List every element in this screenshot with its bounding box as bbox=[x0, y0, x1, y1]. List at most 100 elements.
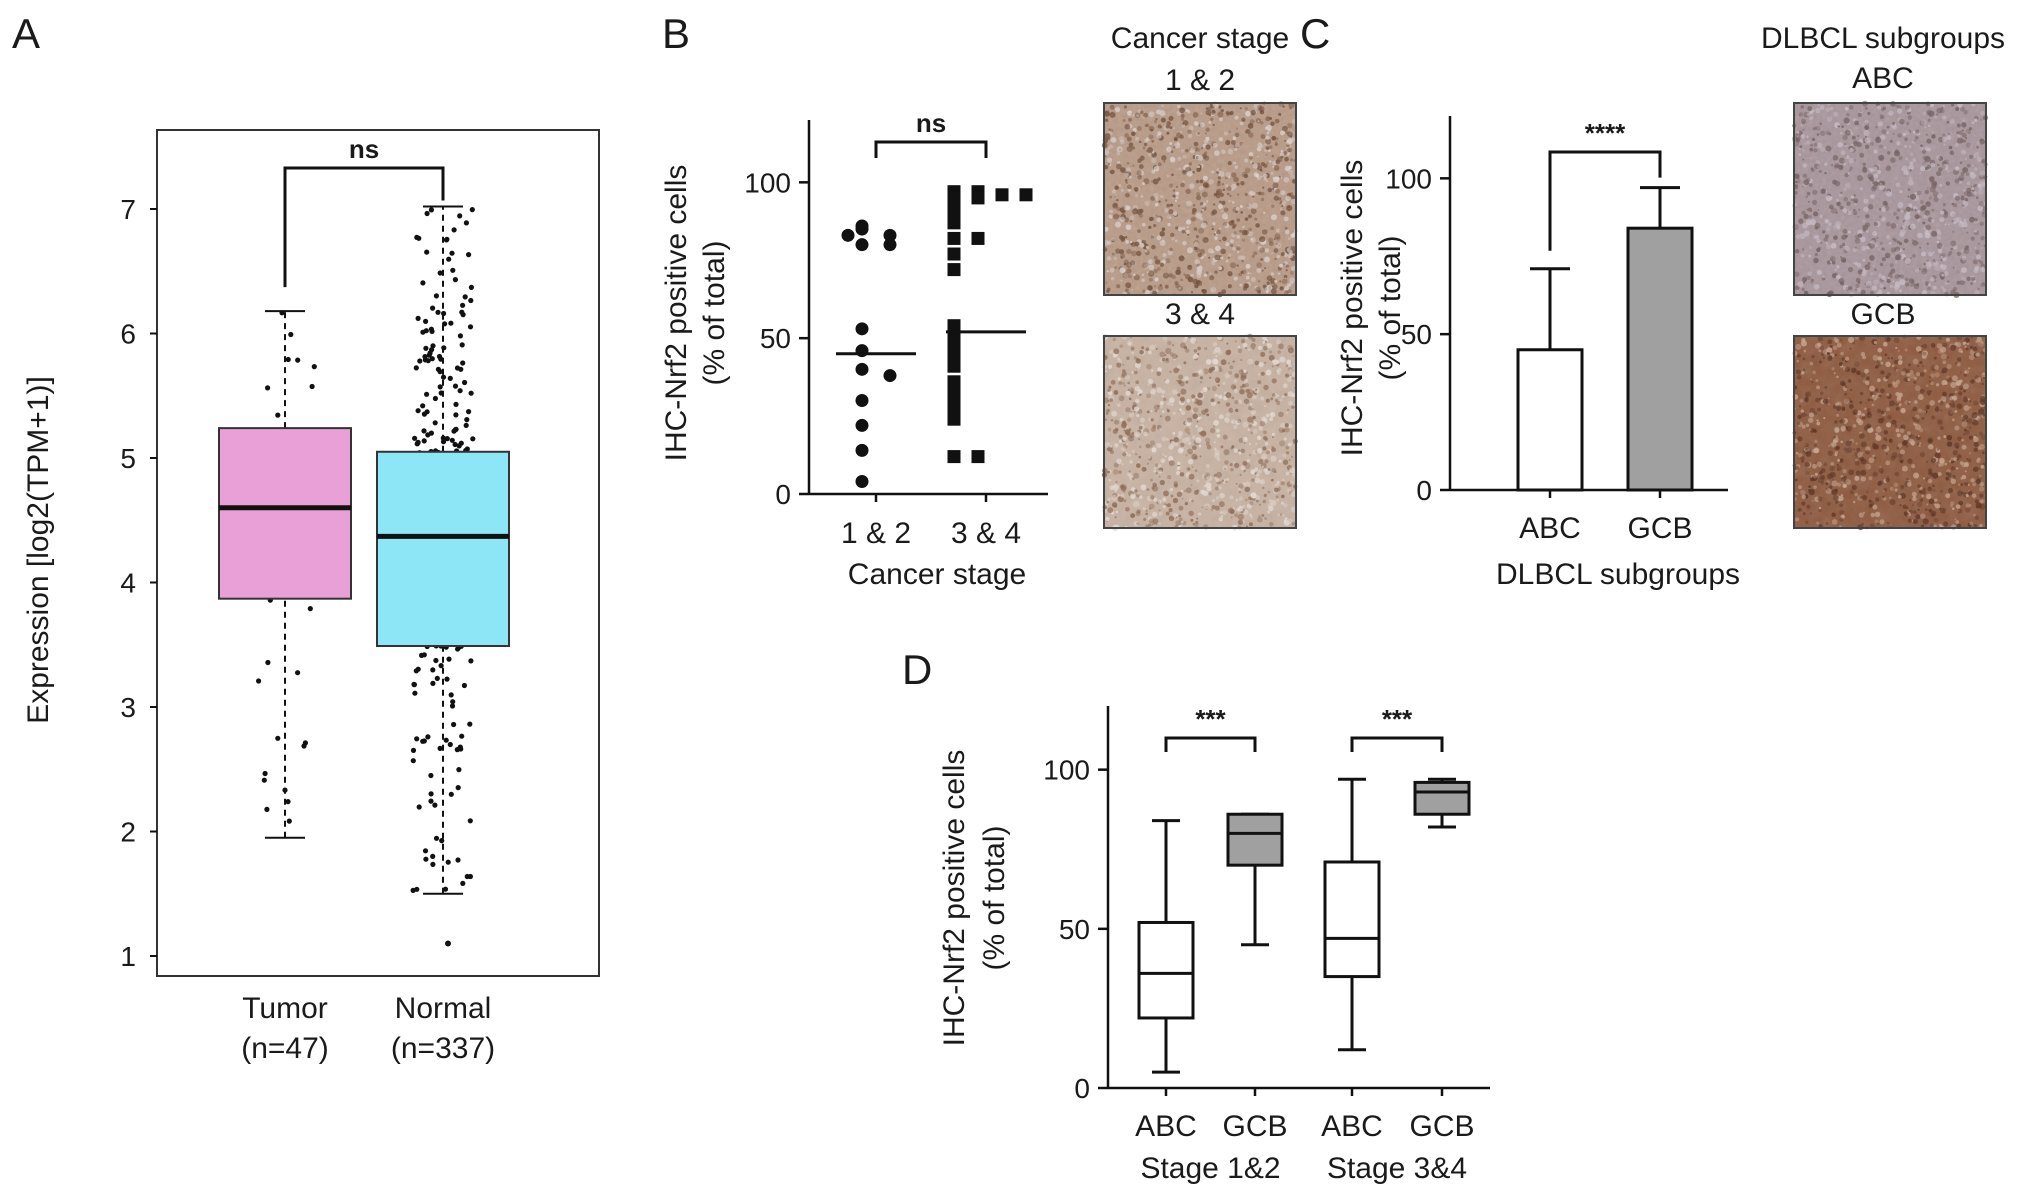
b-sig-label: ns bbox=[916, 108, 946, 138]
a-point bbox=[463, 220, 469, 226]
c-ytick-label-1: 50 bbox=[1401, 319, 1432, 350]
a-point bbox=[416, 804, 422, 810]
d-box-1-0 bbox=[1323, 860, 1381, 979]
a-point bbox=[452, 441, 458, 448]
b-point bbox=[971, 450, 985, 464]
a-point bbox=[410, 887, 416, 894]
a-point bbox=[467, 818, 473, 824]
a-point bbox=[428, 430, 434, 436]
a-point bbox=[295, 670, 301, 676]
panel-b-y-axis-label-line2: (% of total) bbox=[698, 240, 731, 385]
micrograph-texture bbox=[1794, 336, 1986, 528]
panel-d-y-axis-label-line2: (% of total) bbox=[978, 825, 1011, 970]
a-point bbox=[430, 861, 436, 868]
a-point bbox=[449, 437, 455, 443]
a-point bbox=[468, 658, 474, 664]
d-xtick-label-1-1: GCB bbox=[1409, 1110, 1474, 1143]
a-point bbox=[422, 848, 429, 854]
panel-a-y-axis-label: Expression [log2(TPM+1)] bbox=[22, 376, 55, 724]
a-point bbox=[447, 741, 453, 748]
a-point bbox=[421, 738, 427, 744]
a-point bbox=[428, 772, 434, 779]
panel-a-y-axis: 1 2 3 4 5 6 7 bbox=[120, 194, 157, 972]
panel-c-x-axis-label: DLBCL subgroups bbox=[1496, 558, 1740, 591]
a-point bbox=[451, 721, 457, 728]
a-ytick-label-0: 1 bbox=[120, 941, 136, 972]
a-point bbox=[301, 743, 307, 749]
b-point bbox=[841, 228, 855, 242]
d-stage-label-1: Stage 3&4 bbox=[1327, 1152, 1467, 1185]
c-sig-label: **** bbox=[1585, 118, 1626, 148]
panel-a-x-labels: Tumor (n=47) Normal (n=337) bbox=[241, 992, 495, 1065]
a-point bbox=[424, 391, 430, 397]
b-point bbox=[947, 347, 961, 361]
a-point bbox=[452, 383, 459, 389]
a-point bbox=[448, 692, 454, 698]
a-point bbox=[430, 680, 436, 687]
a-point bbox=[467, 324, 474, 330]
b-point bbox=[947, 216, 961, 230]
b-point bbox=[855, 238, 869, 252]
micrograph-b-1 bbox=[1101, 100, 1298, 298]
panel-b-significance: ns bbox=[874, 108, 988, 158]
a-point bbox=[460, 302, 466, 308]
b-point bbox=[971, 231, 985, 245]
a-point bbox=[450, 699, 456, 705]
a-point bbox=[469, 207, 475, 213]
panel-b-axes: 0 50 100 1 & 2 3 & 4 bbox=[744, 120, 1048, 550]
a-point bbox=[430, 667, 436, 673]
a-point bbox=[285, 799, 291, 805]
a-point bbox=[437, 270, 443, 276]
a-point bbox=[433, 657, 439, 664]
a-point bbox=[449, 703, 456, 709]
micrograph-texture bbox=[1794, 103, 1986, 295]
a-point bbox=[437, 745, 443, 752]
a-point bbox=[468, 297, 474, 304]
a-point bbox=[450, 267, 456, 273]
panel-letter-b: B bbox=[662, 10, 690, 57]
a-ytick-label-5: 6 bbox=[120, 319, 136, 350]
a-point bbox=[265, 385, 271, 391]
a-point bbox=[458, 746, 464, 752]
panel-d-boxes bbox=[1137, 777, 1471, 1074]
panel-d-axes: 0 50 100 bbox=[1043, 706, 1490, 1104]
a-point bbox=[415, 440, 421, 446]
a-point bbox=[286, 818, 292, 824]
b-point bbox=[947, 334, 961, 348]
panel-a: 1 2 3 4 5 6 7 Expression [log2(TPM+1)] Tumor (n… bbox=[22, 129, 600, 1065]
micrograph-frame bbox=[1103, 102, 1297, 296]
b-xtick-label-1: 3 & 4 bbox=[951, 517, 1021, 550]
micrographs: Cancer stage 1 & 2 3 & 4 DLBCL subgroups… bbox=[1101, 22, 2005, 532]
a-point bbox=[411, 681, 417, 688]
b-point bbox=[947, 359, 961, 373]
panel-b-x-axis-label: Cancer stage bbox=[848, 558, 1026, 591]
a-point bbox=[460, 880, 466, 887]
a-point bbox=[275, 412, 281, 418]
a-point bbox=[256, 678, 262, 684]
b-point bbox=[883, 228, 897, 242]
panel-c-significance: **** bbox=[1548, 118, 1662, 251]
a-point bbox=[264, 806, 270, 813]
a-point bbox=[410, 747, 417, 754]
a-point bbox=[448, 791, 454, 797]
a-point bbox=[422, 354, 428, 360]
a-point bbox=[415, 315, 421, 321]
a-point bbox=[457, 333, 463, 339]
panel-a-significance: ns bbox=[283, 134, 445, 288]
micrograph-texture bbox=[1104, 103, 1296, 295]
micrograph-b-label-1: 1 & 2 bbox=[1165, 64, 1235, 97]
panel-d: 0 50 100 IHC-Nrf2 positive cells (% of tot… bbox=[938, 704, 1490, 1185]
micrograph-c-label-2: GCB bbox=[1850, 298, 1915, 331]
a-point bbox=[470, 436, 476, 442]
b-point bbox=[971, 191, 985, 205]
b-point bbox=[1019, 188, 1033, 202]
a-point bbox=[429, 356, 435, 362]
b-ytick-label-0: 0 bbox=[775, 479, 791, 510]
c-bar-0 bbox=[1516, 348, 1584, 492]
a-point bbox=[444, 436, 450, 442]
a-ytick-label-1: 2 bbox=[120, 817, 136, 848]
a-xlabel-1: Normal bbox=[395, 992, 492, 1025]
a-point bbox=[410, 758, 416, 764]
a-point bbox=[462, 294, 468, 300]
a-nlabel-1: (n=337) bbox=[391, 1032, 495, 1065]
